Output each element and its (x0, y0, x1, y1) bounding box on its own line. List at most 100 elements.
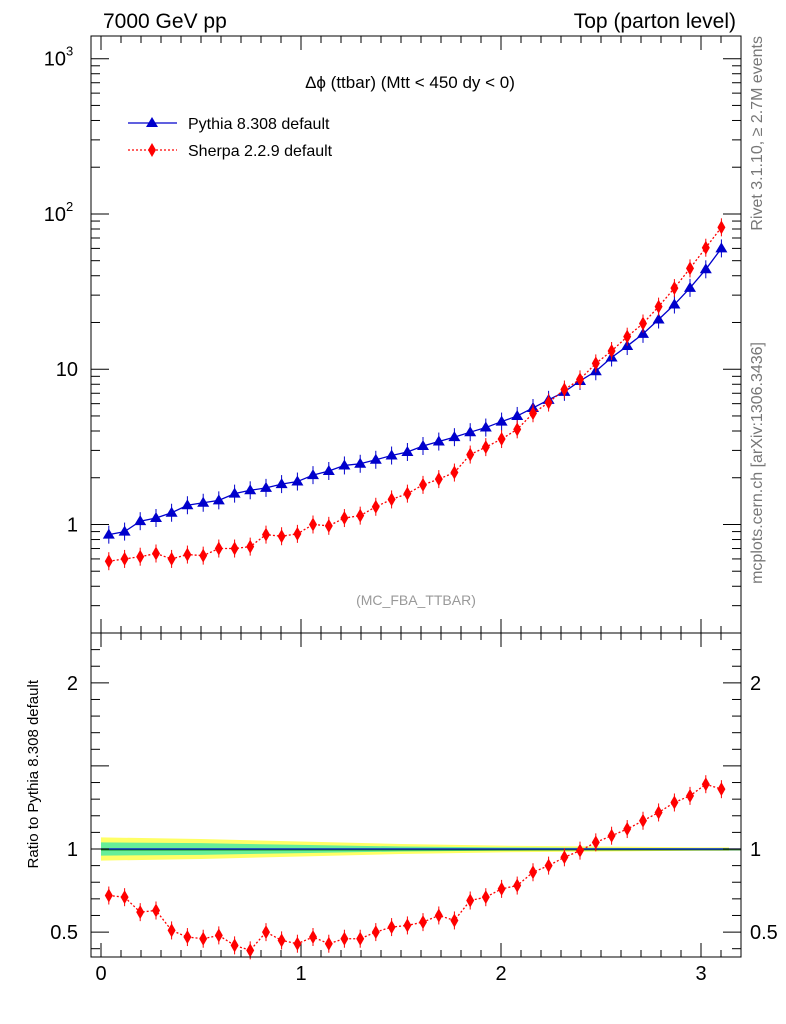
pythia-point (401, 445, 414, 456)
sherpa-point (576, 372, 584, 387)
pythia-point (369, 453, 382, 464)
pythia-point (684, 281, 696, 292)
pythia-point (652, 313, 665, 324)
y-tick-label-exponent: 3 (66, 44, 73, 59)
sherpa-point (466, 447, 475, 462)
pythia-point (118, 525, 131, 536)
pythia-point (417, 440, 429, 451)
pythia-point (338, 459, 351, 470)
sherpa-point (324, 518, 333, 533)
sherpa-point (230, 541, 239, 556)
pythia-point (134, 515, 147, 526)
sherpa-point (356, 508, 365, 523)
sherpa-point (639, 316, 647, 331)
pythia-point (307, 469, 319, 480)
pythia-point (495, 415, 508, 426)
sherpa-point (654, 299, 663, 314)
sherpa-point (293, 526, 302, 541)
y-tick-label: 1 (67, 514, 78, 536)
sherpa-point (152, 546, 160, 561)
ratio-y-tick-label-left: 1 (67, 839, 78, 861)
sherpa-ratio-point (136, 905, 145, 920)
pythia-point (181, 499, 194, 510)
pythia-point (244, 484, 257, 495)
sherpa-point (497, 432, 506, 447)
pythia-point (354, 457, 367, 468)
sherpa-point (607, 344, 616, 359)
sherpa-ratio-point (277, 933, 286, 948)
sherpa-ratio-point (104, 888, 113, 903)
sherpa-ratio-point (230, 938, 239, 953)
sherpa-ratio-point (356, 931, 365, 946)
ratio-y-tick-label-left: 0.5 (50, 922, 78, 944)
x-tick-label: 0 (95, 963, 106, 985)
sherpa-ratio-point (214, 928, 223, 943)
sherpa-ratio-line (108, 783, 722, 952)
sherpa-ratio-point (591, 835, 600, 850)
pythia-point (322, 465, 335, 476)
legend-marker-sherpa (148, 143, 156, 157)
rivet-label: Rivet 3.1.10, ≥ 2.7M events (749, 36, 766, 231)
sherpa-ratio-point (120, 890, 129, 905)
sherpa-point (686, 261, 694, 276)
ratio-y-tick-label-right: 2 (750, 673, 761, 695)
pythia-point (432, 435, 445, 446)
sherpa-ratio-point (403, 918, 412, 933)
sherpa-point (183, 547, 192, 562)
pythia-line (108, 248, 722, 536)
sherpa-ratio-point (152, 903, 160, 918)
ratio-y-tick-label-left: 2 (67, 673, 78, 695)
sherpa-point (309, 517, 317, 532)
analysis-watermark: (MC_FBA_TTBAR) (356, 592, 476, 608)
sherpa-point (387, 492, 396, 507)
sherpa-ratio-point (654, 805, 663, 820)
sherpa-ratio-point (686, 788, 694, 803)
header-right: Top (parton level) (574, 10, 736, 33)
sherpa-point (623, 329, 632, 344)
sherpa-ratio-point (497, 881, 506, 896)
x-tick-label: 1 (295, 963, 306, 985)
sherpa-ratio-point (199, 931, 208, 946)
sherpa-ratio-point (639, 813, 647, 828)
y-tick-label: 10 (44, 49, 66, 71)
sherpa-ratio-point (340, 931, 349, 946)
sherpa-line (108, 226, 722, 562)
pythia-point (212, 494, 225, 505)
sherpa-ratio-point (309, 930, 317, 945)
y-tick-label: 10 (56, 359, 78, 381)
y-tick-label-exponent: 2 (66, 199, 73, 214)
sherpa-ratio-point (466, 893, 475, 908)
pythia-point (150, 512, 162, 523)
sherpa-point (670, 281, 679, 296)
x-tick-label: 2 (495, 963, 506, 985)
sherpa-point (560, 382, 569, 397)
sherpa-ratio-point (717, 782, 726, 797)
sherpa-ratio-point (293, 936, 302, 951)
sherpa-point (340, 511, 349, 526)
pythia-point (275, 478, 288, 489)
sherpa-ratio-point (560, 850, 569, 865)
sherpa-ratio-point (419, 915, 427, 930)
sherpa-point (246, 539, 255, 554)
mcplots-label: mcplots.cern.ch [arXiv:1306.3436] (749, 342, 766, 584)
pythia-point (385, 449, 398, 460)
sherpa-point (403, 486, 412, 501)
sherpa-point (104, 554, 113, 569)
x-tick-label: 3 (695, 963, 706, 985)
pythia-point (637, 327, 649, 338)
pythia-point (715, 242, 728, 253)
pythia-point (448, 431, 461, 442)
sherpa-ratio-point (371, 925, 380, 940)
sherpa-ratio-point (623, 822, 632, 837)
sherpa-ratio-point (167, 923, 176, 938)
ratio-frame (90, 632, 742, 958)
header-left: 7000 GeV pp (103, 10, 227, 33)
sherpa-point (199, 548, 208, 563)
sherpa-point (513, 422, 522, 437)
pythia-point (291, 475, 304, 486)
sherpa-ratio-point (183, 930, 192, 945)
sherpa-ratio-point (544, 858, 553, 873)
pythia-point (228, 487, 241, 498)
